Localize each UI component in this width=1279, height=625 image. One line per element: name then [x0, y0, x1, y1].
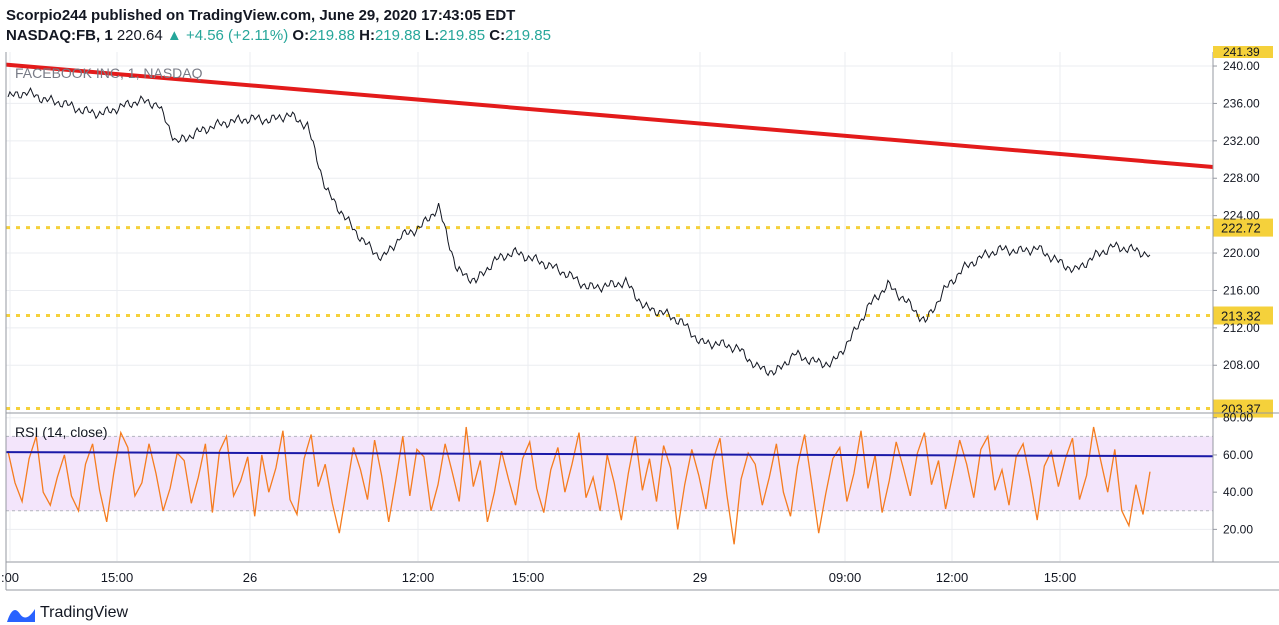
rsi-pane-title: RSI (14, close)	[15, 424, 108, 440]
top-price-badge-bg	[1213, 46, 1273, 58]
top-price-badge-text: 241.39	[1223, 45, 1260, 59]
price-axis-ticks: 240.00 236.00 232.00 228.00 224.00 220.00 216.…	[1213, 59, 1260, 372]
rsi-tick-label: 40.00	[1223, 485, 1253, 499]
brand-name: TradingView	[40, 604, 129, 621]
tradingview-brand[interactable]: TradingView	[6, 601, 128, 625]
rsi-band	[6, 436, 1213, 511]
top-price-badge: 241.39	[1213, 45, 1273, 59]
price-tick-label: 216.00	[1223, 283, 1260, 297]
symbol-name[interactable]: NASDAQ:FB, 1	[6, 27, 113, 44]
close-label: C:	[489, 27, 506, 44]
time-tick-label: 12:00	[402, 570, 435, 585]
price-series-line	[7, 86, 1151, 377]
price-tick-label: 232.00	[1223, 134, 1260, 148]
level-badge	[1213, 218, 1273, 237]
price-tick-label: 236.00	[1223, 96, 1260, 110]
low-label: L:	[425, 27, 440, 44]
price-pane-title: FACEBOOK INC, 1, NASDAQ	[15, 65, 203, 81]
open-label: O:	[292, 27, 310, 44]
time-tick-label: 15:00	[512, 570, 545, 585]
time-tick-label: 15:00	[101, 570, 134, 585]
up-arrow-icon: ▲	[166, 27, 182, 44]
time-tick-label: :00	[1, 570, 19, 585]
time-tick-label: 29	[693, 570, 707, 585]
price-trendline[interactable]	[5, 62, 1214, 170]
high-label: H:	[359, 27, 375, 44]
publisher-caption: Scorpio244 published on TradingView.com,…	[6, 7, 516, 24]
tradingview-logo-icon	[7, 609, 35, 622]
level-badge	[1213, 306, 1273, 325]
level-label: 222.72	[1221, 221, 1261, 236]
time-tick-label: 12:00	[936, 570, 969, 585]
price-tick-label: 220.00	[1223, 246, 1260, 260]
close-value: 219.85	[505, 27, 551, 44]
open-value: 219.88	[309, 27, 355, 44]
high-value: 219.88	[374, 27, 421, 44]
low-value: 219.85	[439, 27, 486, 44]
rsi-series-line	[7, 426, 1151, 545]
price-tick-label: 228.00	[1223, 171, 1260, 185]
symbol-quote-line: NASDAQ:FB, 1 220.64 ▲ +4.56 (+2.11%) O:2…	[6, 26, 551, 46]
rsi-trendline[interactable]	[5, 451, 1214, 458]
level-label: 213.32	[1221, 309, 1261, 324]
rsi-axis-ticks: 80.00 60.00 40.00 20.00	[1213, 411, 1253, 536]
rsi-tick-label: 20.00	[1223, 522, 1253, 536]
time-tick-label: 09:00	[829, 570, 862, 585]
price-tick-label: 224.00	[1223, 209, 1260, 223]
time-axis-ticks: :00 15:00 26 12:00 15:00 29 09:00 12:00 15:00	[1, 570, 1076, 585]
rsi-tick-label: 60.00	[1223, 448, 1253, 462]
price-tick-label: 212.00	[1223, 321, 1260, 335]
time-tick-label: 15:00	[1044, 570, 1077, 585]
time-tick-label: 26	[243, 570, 257, 585]
price-tick-label: 240.00	[1223, 59, 1260, 73]
price-change: +4.56 (+2.11%)	[185, 27, 289, 44]
last-price: 220.64	[116, 27, 163, 44]
rsi-tick-label: 80.00	[1223, 411, 1253, 425]
price-tick-label: 208.00	[1223, 358, 1260, 372]
